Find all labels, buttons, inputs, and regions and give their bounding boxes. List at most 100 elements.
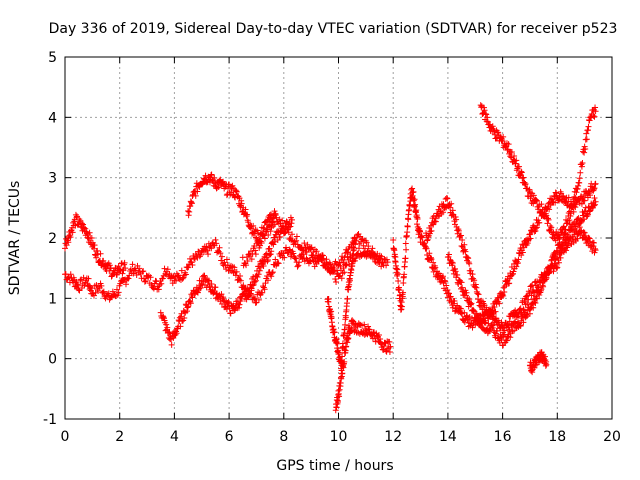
data-point bbox=[458, 242, 465, 249]
data-point bbox=[349, 317, 356, 324]
x-tick-label: 16 bbox=[494, 429, 512, 445]
data-point bbox=[463, 289, 470, 296]
data-point bbox=[375, 331, 382, 338]
data-point bbox=[141, 278, 148, 285]
data-point bbox=[461, 241, 468, 248]
data-point bbox=[150, 285, 157, 292]
data-point bbox=[517, 305, 524, 312]
data-point bbox=[452, 214, 459, 221]
data-point bbox=[268, 273, 275, 280]
data-point bbox=[351, 235, 358, 241]
series-track-a bbox=[62, 236, 391, 306]
data-point bbox=[503, 337, 510, 344]
data-point bbox=[431, 218, 438, 225]
data-point bbox=[236, 301, 243, 308]
data-point bbox=[157, 309, 164, 316]
data-point bbox=[586, 235, 593, 242]
data-point bbox=[569, 204, 576, 211]
data-point bbox=[572, 195, 579, 202]
data-point bbox=[290, 250, 297, 257]
data-point bbox=[233, 188, 240, 195]
y-tick-label: 2 bbox=[48, 231, 57, 247]
data-point bbox=[105, 290, 112, 297]
data-point bbox=[323, 256, 330, 263]
data-point bbox=[285, 229, 292, 236]
data-point bbox=[331, 329, 338, 336]
data-point bbox=[548, 224, 555, 231]
data-point bbox=[211, 287, 218, 294]
data-point bbox=[365, 243, 372, 250]
data-point bbox=[119, 270, 126, 277]
data-point bbox=[295, 262, 302, 269]
series-track-g bbox=[324, 234, 358, 372]
y-tick-label: 4 bbox=[48, 110, 57, 126]
data-point bbox=[377, 336, 384, 343]
data-point bbox=[349, 262, 356, 269]
data-point bbox=[586, 208, 593, 215]
data-point bbox=[220, 294, 227, 301]
data-point bbox=[573, 189, 580, 196]
data-point bbox=[484, 118, 491, 125]
data-point bbox=[510, 268, 517, 275]
data-point bbox=[466, 260, 473, 267]
data-point bbox=[77, 277, 84, 284]
data-point bbox=[544, 220, 551, 227]
data-point bbox=[218, 300, 225, 307]
data-point bbox=[545, 215, 552, 222]
data-point bbox=[160, 314, 167, 321]
data-point bbox=[517, 322, 524, 329]
data-point bbox=[592, 245, 599, 252]
data-point bbox=[577, 169, 584, 176]
data-point bbox=[581, 229, 588, 236]
data-point bbox=[515, 256, 522, 263]
data-point bbox=[563, 247, 570, 254]
data-point bbox=[592, 104, 599, 111]
data-point bbox=[217, 250, 224, 257]
data-point bbox=[548, 257, 555, 264]
data-point bbox=[170, 334, 177, 341]
data-point bbox=[445, 251, 452, 258]
data-point bbox=[115, 289, 122, 296]
data-point bbox=[93, 254, 100, 261]
data-point bbox=[427, 254, 434, 261]
data-point bbox=[538, 201, 545, 208]
data-point bbox=[129, 261, 136, 268]
data-point bbox=[575, 182, 582, 189]
data-point bbox=[530, 286, 537, 293]
data-point bbox=[440, 201, 447, 208]
data-point bbox=[510, 156, 517, 163]
data-point bbox=[334, 348, 341, 355]
data-point bbox=[304, 241, 311, 248]
data-point bbox=[418, 233, 425, 240]
data-point bbox=[475, 291, 482, 298]
data-point bbox=[330, 269, 337, 276]
data-point bbox=[333, 404, 340, 411]
data-point bbox=[469, 324, 476, 331]
data-point bbox=[159, 275, 166, 282]
data-point bbox=[448, 200, 455, 207]
data-point bbox=[109, 288, 116, 295]
data-point bbox=[269, 270, 276, 277]
data-point bbox=[540, 283, 547, 290]
data-point bbox=[188, 259, 195, 266]
data-point bbox=[452, 265, 459, 272]
data-point bbox=[591, 194, 598, 201]
data-point bbox=[142, 277, 149, 284]
data-point bbox=[489, 123, 496, 130]
data-point bbox=[184, 264, 191, 271]
data-point bbox=[205, 251, 212, 258]
data-point bbox=[317, 253, 324, 260]
data-point bbox=[283, 222, 290, 229]
data-point bbox=[293, 233, 300, 240]
data-point bbox=[591, 113, 598, 120]
data-point bbox=[555, 259, 562, 266]
data-point bbox=[369, 245, 376, 252]
data-point bbox=[348, 325, 355, 332]
data-point bbox=[98, 282, 105, 289]
data-point bbox=[527, 305, 534, 312]
data-point bbox=[511, 327, 518, 334]
data-point bbox=[244, 257, 251, 264]
data-point bbox=[94, 251, 101, 258]
data-point bbox=[404, 223, 411, 230]
data-point bbox=[363, 239, 370, 246]
